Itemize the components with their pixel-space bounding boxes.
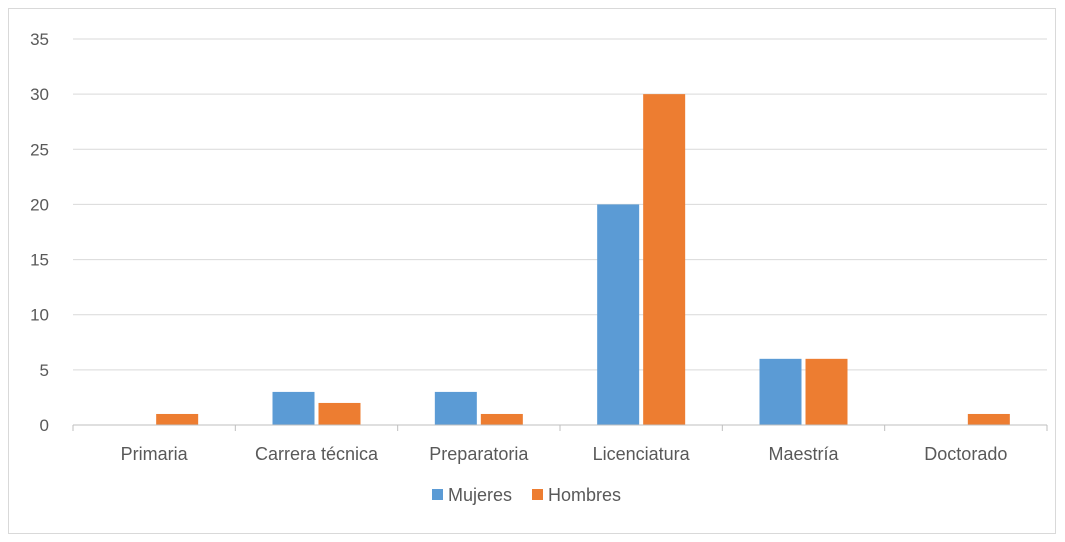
x-tick-label-2: Preparatoria: [429, 444, 529, 464]
y-tick-label-0: 0: [40, 416, 49, 435]
bar-hombres-1: [318, 402, 361, 425]
legend-label-mujeres: Mujeres: [448, 485, 512, 505]
y-tick-label-5: 5: [40, 361, 49, 380]
y-tick-label-35: 35: [30, 30, 49, 49]
gridlines: [73, 38, 1047, 371]
y-tick-label-15: 15: [30, 251, 49, 270]
bar-hombres-3: [643, 94, 686, 426]
bar-hombres-5: [967, 413, 1010, 425]
bar-mujeres-2: [434, 391, 477, 425]
bars: [156, 94, 1010, 426]
y-tick-label-10: 10: [30, 306, 49, 325]
legend: Mujeres Hombres: [432, 485, 621, 505]
x-tick-label-5: Doctorado: [924, 444, 1007, 464]
y-tick-label-20: 20: [30, 195, 49, 214]
bar-mujeres-3: [597, 204, 640, 425]
x-tick-label-1: Carrera técnica: [255, 444, 379, 464]
bar-mujeres-4: [759, 358, 802, 425]
y-axis-tick-labels: 0 5 10 15 20 25 30 35: [30, 30, 49, 435]
y-tick-label-30: 30: [30, 85, 49, 104]
x-axis-tick-labels: Primaria Carrera técnica Preparatoria Licen…: [72, 425, 1048, 464]
legend-swatch-hombres: [532, 489, 543, 500]
legend-swatch-mujeres: [432, 489, 443, 500]
bar-mujeres-1: [272, 391, 315, 425]
x-tick-label-3: Licenciatura: [593, 444, 691, 464]
chart-frame: 0 5 10 15 20 25 30 35 Primaria Carrera técnica Pr…: [8, 8, 1056, 534]
bar-hombres-4: [805, 358, 848, 425]
bar-hombres-2: [480, 413, 523, 425]
bar-hombres-0: [156, 413, 199, 425]
x-tick-label-0: Primaria: [121, 444, 189, 464]
x-tick-label-4: Maestría: [768, 444, 839, 464]
y-tick-label-25: 25: [30, 140, 49, 159]
legend-label-hombres: Hombres: [548, 485, 621, 505]
